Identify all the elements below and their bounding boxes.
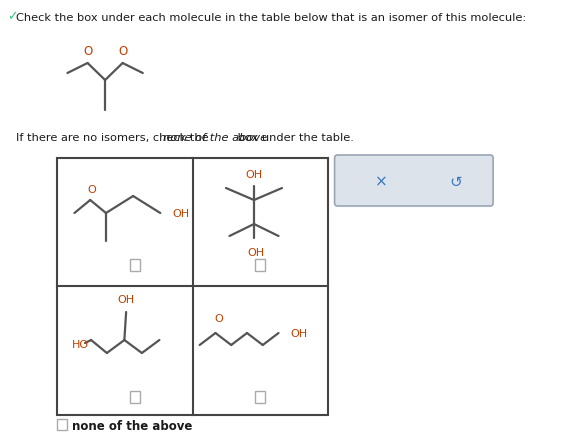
FancyBboxPatch shape bbox=[335, 155, 493, 206]
Text: ✓: ✓ bbox=[7, 10, 17, 23]
Text: OH: OH bbox=[173, 209, 189, 219]
Text: OH: OH bbox=[118, 295, 135, 305]
Text: HO: HO bbox=[72, 340, 89, 350]
Bar bbox=[129, 391, 140, 403]
Text: O: O bbox=[118, 45, 127, 58]
Text: OH: OH bbox=[291, 329, 308, 339]
Text: box under the table.: box under the table. bbox=[234, 133, 354, 143]
Text: ×: × bbox=[375, 174, 387, 190]
Text: none of the above: none of the above bbox=[72, 420, 192, 434]
Text: ↺: ↺ bbox=[449, 174, 462, 190]
Bar bbox=[57, 419, 66, 430]
Text: Check the box under each molecule in the table below that is an isomer of this m: Check the box under each molecule in the… bbox=[16, 13, 526, 23]
Text: OH: OH bbox=[247, 248, 264, 258]
Text: O: O bbox=[87, 185, 96, 195]
Text: O: O bbox=[83, 45, 92, 58]
Bar bbox=[255, 259, 265, 271]
Text: none of the above: none of the above bbox=[163, 133, 267, 143]
Bar bbox=[255, 391, 265, 403]
Bar bbox=[129, 259, 140, 271]
Text: O: O bbox=[215, 314, 223, 324]
Text: OH: OH bbox=[245, 170, 262, 180]
Text: If there are no isomers, check the: If there are no isomers, check the bbox=[16, 133, 212, 143]
